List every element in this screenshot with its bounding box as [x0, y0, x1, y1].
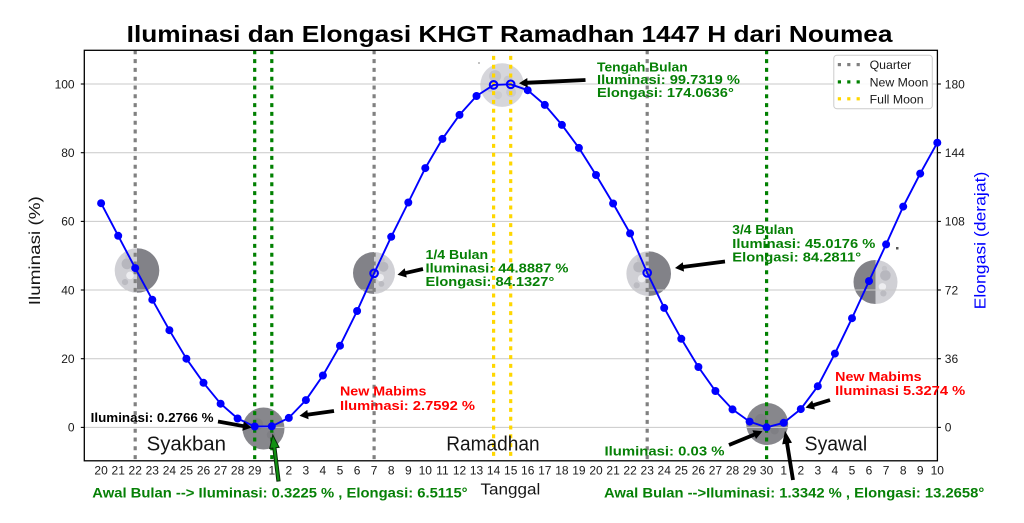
svg-text:8: 8 [388, 463, 395, 477]
svg-text:1/4 Bulan: 1/4 Bulan [426, 247, 489, 262]
svg-text:Elongasi: 84.2811°: Elongasi: 84.2811° [732, 249, 861, 264]
svg-text:24: 24 [163, 463, 177, 477]
svg-text:1: 1 [268, 463, 275, 477]
svg-text:18: 18 [555, 463, 569, 477]
svg-text:Elongasi (derajat): Elongasi (derajat) [972, 172, 989, 310]
svg-text:40: 40 [61, 283, 75, 297]
svg-text:15: 15 [504, 463, 518, 477]
svg-text:17: 17 [538, 463, 552, 477]
svg-text:23: 23 [146, 463, 160, 477]
svg-text:9: 9 [917, 463, 924, 477]
svg-text:Tanggal: Tanggal [481, 482, 541, 499]
svg-text:28: 28 [231, 463, 245, 477]
svg-text:Ramadhan: Ramadhan [446, 434, 539, 456]
svg-text:100: 100 [55, 77, 75, 91]
svg-text:Iluminasi: 0.03 %: Iluminasi: 0.03 % [605, 445, 725, 459]
svg-text:Iluminasi 5.3274 %: Iluminasi 5.3274 % [835, 383, 965, 398]
svg-text:20: 20 [94, 463, 108, 477]
svg-text:1: 1 [780, 463, 787, 477]
svg-text:Elongasi: 84.1327°: Elongasi: 84.1327° [426, 274, 555, 289]
svg-text:25: 25 [675, 463, 689, 477]
svg-text:New Moon: New Moon [870, 75, 929, 89]
svg-text:Awal Bulan --> Iluminasi: 0.32: Awal Bulan --> Iluminasi: 0.3225 % , Elo… [92, 486, 467, 501]
svg-text:180: 180 [945, 77, 965, 91]
svg-text:14: 14 [487, 463, 501, 477]
svg-text:9: 9 [405, 463, 412, 477]
svg-text:80: 80 [61, 146, 75, 160]
svg-text:27: 27 [709, 463, 723, 477]
svg-text:26: 26 [197, 463, 211, 477]
svg-text:30: 30 [760, 463, 774, 477]
svg-text:108: 108 [945, 215, 965, 229]
svg-text:144: 144 [945, 146, 965, 160]
svg-text:0: 0 [68, 421, 75, 435]
svg-text:Tengah Bulan: Tengah Bulan [597, 59, 688, 74]
svg-text:27: 27 [214, 463, 228, 477]
svg-text:Awal Bulan -->Iluminasi: 1.334: Awal Bulan -->Iluminasi: 1.3342 % , Elon… [604, 486, 984, 501]
svg-text:4: 4 [832, 463, 839, 477]
svg-text:7: 7 [883, 463, 890, 477]
svg-text:3: 3 [303, 463, 310, 477]
svg-text:60: 60 [61, 215, 75, 229]
svg-text:10: 10 [931, 463, 945, 477]
svg-text:8: 8 [900, 463, 907, 477]
svg-text:13: 13 [470, 463, 484, 477]
svg-text:12: 12 [453, 463, 467, 477]
svg-text:3/4 Bulan: 3/4 Bulan [732, 222, 793, 237]
svg-text:Elongasi: 174.0636°: Elongasi: 174.0636° [597, 85, 734, 100]
svg-text:7: 7 [371, 463, 378, 477]
svg-text:20: 20 [589, 463, 603, 477]
svg-text:20: 20 [61, 352, 75, 366]
svg-text:29: 29 [248, 463, 262, 477]
svg-text:Iluminasi (%): Iluminasi (%) [27, 196, 44, 305]
svg-text:23: 23 [641, 463, 655, 477]
svg-text:Iluminasi: 0.2766 %: Iluminasi: 0.2766 % [91, 411, 214, 425]
svg-text:Full Moon: Full Moon [870, 92, 924, 106]
svg-text:Iluminasi: 45.0176 %: Iluminasi: 45.0176 % [732, 236, 875, 251]
svg-text:26: 26 [692, 463, 706, 477]
svg-text:Iluminasi dan Elongasi KHGT Ra: Iluminasi dan Elongasi KHGT Ramadhan 144… [127, 21, 893, 47]
svg-text:Syakban: Syakban [147, 434, 226, 456]
svg-text:22: 22 [129, 463, 143, 477]
svg-text:3: 3 [814, 463, 821, 477]
svg-text:5: 5 [337, 463, 344, 477]
svg-text:New Mabims: New Mabims [340, 383, 426, 398]
svg-text:4: 4 [320, 463, 327, 477]
svg-text:36: 36 [945, 352, 959, 366]
svg-text:11: 11 [436, 463, 449, 477]
svg-text:19: 19 [572, 463, 586, 477]
svg-text:72: 72 [945, 283, 959, 297]
svg-text:Syawal: Syawal [805, 434, 868, 456]
svg-text:25: 25 [180, 463, 194, 477]
svg-text:5: 5 [849, 463, 856, 477]
svg-text:6: 6 [354, 463, 361, 477]
svg-text:24: 24 [658, 463, 672, 477]
svg-text:29: 29 [743, 463, 757, 477]
svg-text:0: 0 [945, 421, 952, 435]
svg-text:10: 10 [419, 463, 433, 477]
svg-text:21: 21 [606, 463, 620, 477]
svg-text:Iluminasi: 2.7592 %: Iluminasi: 2.7592 % [340, 398, 475, 413]
svg-text:28: 28 [726, 463, 740, 477]
svg-text:Quarter: Quarter [870, 58, 912, 72]
svg-text:2: 2 [797, 463, 804, 477]
svg-text:Iluminasi: 44.8887 %: Iluminasi: 44.8887 % [426, 260, 569, 275]
svg-text:Iluminasi: 99.7319 %: Iluminasi: 99.7319 % [597, 72, 740, 87]
svg-text:2: 2 [285, 463, 292, 477]
svg-text:6: 6 [866, 463, 873, 477]
svg-text:21: 21 [112, 463, 126, 477]
svg-text:22: 22 [623, 463, 637, 477]
svg-text:16: 16 [521, 463, 535, 477]
svg-text:New Mabims: New Mabims [835, 369, 921, 384]
